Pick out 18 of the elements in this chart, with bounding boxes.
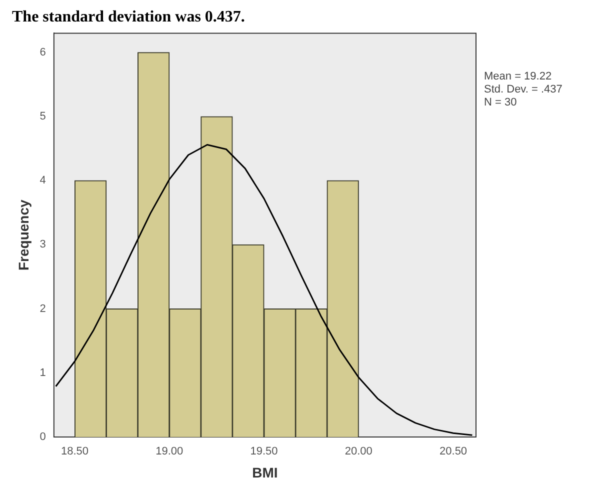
y-tick-label: 0 — [40, 431, 46, 444]
x-tick-label: 19.00 — [156, 446, 184, 458]
y-tick-label: 6 — [40, 46, 46, 58]
text: Std. Dev. = .437 — [484, 84, 562, 96]
text: N = 30 — [484, 96, 517, 109]
x-axis-title: BMI — [252, 464, 278, 480]
text: Mean = 19.22 — [484, 70, 552, 83]
x-tick-label: 20.00 — [344, 446, 372, 458]
x-tick-label: 18.50 — [60, 446, 89, 458]
y-axis-title: Frequency — [15, 199, 32, 271]
y-tick-label: 4 — [40, 174, 46, 187]
chart-title: The standard deviation was 0.437. — [12, 8, 245, 26]
y-tick-label: 2 — [40, 302, 46, 315]
y-tick-label: 3 — [40, 238, 46, 251]
x-tick-label: 19.50 — [250, 446, 278, 458]
x-tick-label: 20.50 — [440, 446, 468, 458]
y-tick-label: 1 — [40, 366, 46, 379]
y-tick-label: 5 — [40, 110, 46, 123]
